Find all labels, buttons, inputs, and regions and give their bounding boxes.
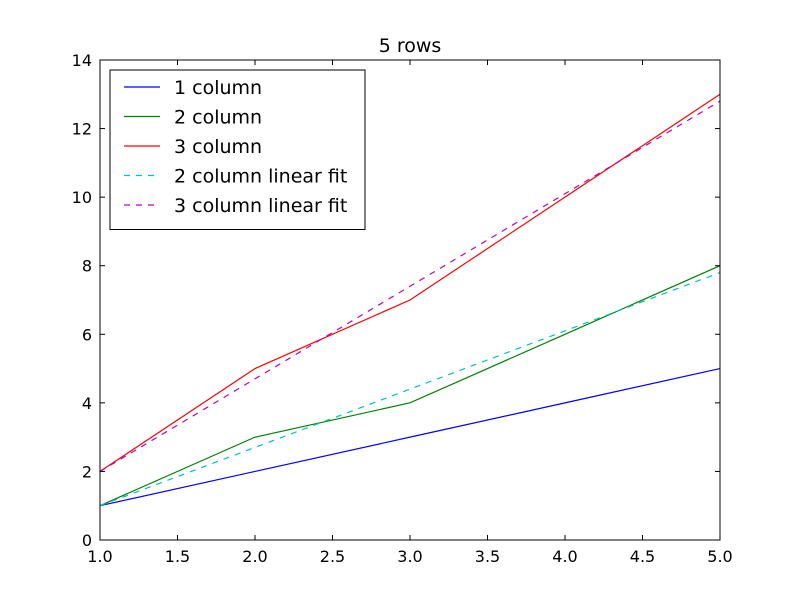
x-tick-label: 3.5 — [475, 547, 500, 566]
y-tick-label: 2 — [82, 462, 92, 481]
legend-label: 2 column — [174, 107, 262, 129]
legend-label: 3 column linear fit — [174, 195, 347, 217]
series-line-1 — [99, 367, 721, 507]
y-tick-label: 8 — [82, 257, 92, 276]
x-tick-label: 3.0 — [397, 547, 422, 566]
legend-label: 2 column linear fit — [174, 166, 347, 188]
legend: 1 column 2 column 3 column 2 column linear … — [109, 69, 366, 230]
x-tick-label: 5.0 — [707, 547, 732, 566]
y-tick-label: 4 — [82, 394, 92, 413]
x-tick-label: 4.5 — [630, 547, 655, 566]
y-tick-label: 10 — [72, 188, 92, 207]
legend-box — [109, 69, 366, 230]
y-tick-label: 0 — [82, 531, 92, 550]
series-layer — [99, 93, 721, 507]
x-tick-label: 2.0 — [242, 547, 267, 566]
series-line-2 — [99, 265, 721, 507]
axes-layer: 1.0 1.5 2.0 2.5 3.0 3.5 4.0 4.5 5.0 0 2 4 6 8 10 12 14 — [72, 51, 733, 566]
x-tick-label: 1.5 — [165, 547, 190, 566]
series-line-5 — [99, 100, 721, 472]
chart-title: 5 rows — [379, 35, 442, 57]
x-tick-label: 2.5 — [320, 547, 345, 566]
legend-label: 3 column — [174, 136, 262, 158]
legend-label: 1 column — [174, 77, 262, 99]
y-tick-label: 12 — [72, 120, 92, 139]
x-tick-label: 1.0 — [87, 547, 112, 566]
x-tick-label: 4.0 — [552, 547, 577, 566]
y-tick-label: 6 — [82, 325, 92, 344]
series-line-4 — [99, 272, 721, 507]
y-tick-label: 14 — [72, 51, 92, 70]
